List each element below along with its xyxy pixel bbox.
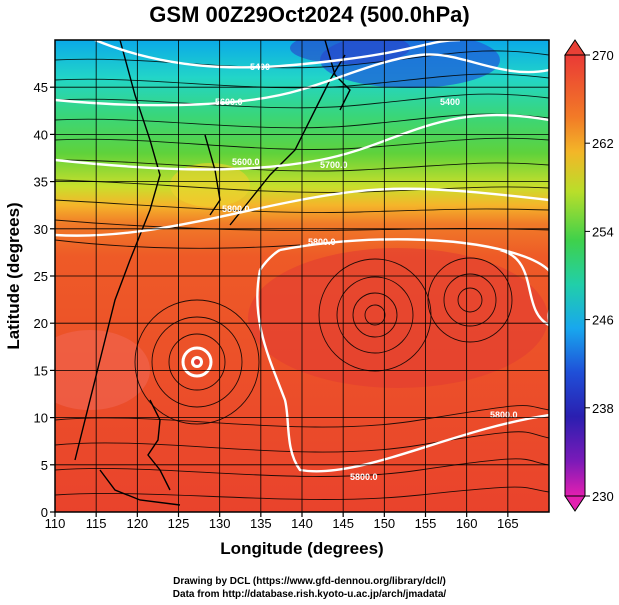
credit-data: Data from http://database.rish.kyoto-u.a…	[172, 589, 447, 600]
contour-label-group: 5400 5400 5600.0 5600.0 5700.0 5800.0 58…	[215, 62, 518, 482]
colorbar-bottom-arrow	[564, 495, 586, 512]
x-tick-label: 155	[415, 516, 437, 531]
x-tick-label: 110	[45, 516, 66, 531]
colorbar-tick-label: 254	[592, 224, 614, 239]
colorbar-ticks: 270 262 254 246 238 230	[585, 48, 614, 504]
x-axis-ticks: 110 115 120 125 130 135 140 145 150 155 160 165	[45, 512, 519, 531]
contour-label: 5400	[440, 97, 460, 107]
cold-pool-core	[290, 40, 410, 64]
y-tick-label: 20	[34, 316, 48, 331]
contour-label: 5800.0	[308, 237, 336, 247]
colorbar-tick-label: 238	[592, 401, 614, 416]
x-tick-label: 115	[86, 516, 107, 531]
height-contours	[55, 40, 549, 473]
x-tick-label: 125	[168, 516, 190, 531]
credit-drawing: Drawing by DCL (https://www.gfd-dennou.o…	[173, 576, 446, 587]
typhoon-ring	[181, 346, 213, 378]
contour-label: 5800.0	[222, 204, 250, 214]
y-tick-label: 40	[34, 127, 48, 142]
y-tick-label: 35	[34, 175, 48, 190]
y-tick-label: 25	[34, 269, 48, 284]
x-tick-label: 165	[497, 516, 519, 531]
y-tick-label: 0	[41, 505, 48, 520]
x-axis-label: Longitude (degrees)	[220, 539, 383, 558]
y-tick-label: 45	[34, 80, 48, 95]
y-axis-label: Latitude (degrees)	[4, 202, 23, 349]
contour-label: 5600.0	[232, 157, 260, 167]
warm-tongue	[170, 163, 250, 207]
colorbar-tick-label: 270	[592, 48, 614, 63]
chart-title: GSM 00Z29Oct2024 (500.0hPa)	[149, 2, 470, 27]
y-tick-label: 5	[41, 458, 48, 473]
colorbar-tick-label: 230	[592, 489, 614, 504]
x-tick-label: 145	[332, 516, 354, 531]
warm-anticyclone-area	[248, 248, 548, 388]
x-tick-label: 160	[456, 516, 478, 531]
y-axis-ticks: 0 5 10 15 20 25 30 35 40 45	[34, 80, 55, 520]
colorbar-tick-label: 262	[592, 136, 614, 151]
contour-label: 5600.0	[215, 97, 243, 107]
x-tick-label: 135	[250, 516, 272, 531]
contour-label: 5700.0	[320, 160, 348, 170]
x-tick-label: 120	[126, 516, 148, 531]
contour-label: 5800.0	[350, 472, 378, 482]
colorbar-top-arrow	[564, 39, 586, 56]
typhoon-eye-center	[194, 359, 200, 365]
colorbar	[564, 54, 586, 497]
x-tick-label: 150	[373, 516, 395, 531]
y-tick-label: 30	[34, 222, 48, 237]
x-tick-label: 140	[291, 516, 313, 531]
contour-label: 5400	[250, 62, 270, 72]
x-tick-label: 130	[209, 516, 231, 531]
y-tick-label: 15	[34, 363, 48, 378]
colorbar-tick-label: 246	[592, 313, 614, 328]
y-tick-label: 10	[34, 411, 48, 426]
contour-label: 5800.0	[490, 410, 518, 420]
